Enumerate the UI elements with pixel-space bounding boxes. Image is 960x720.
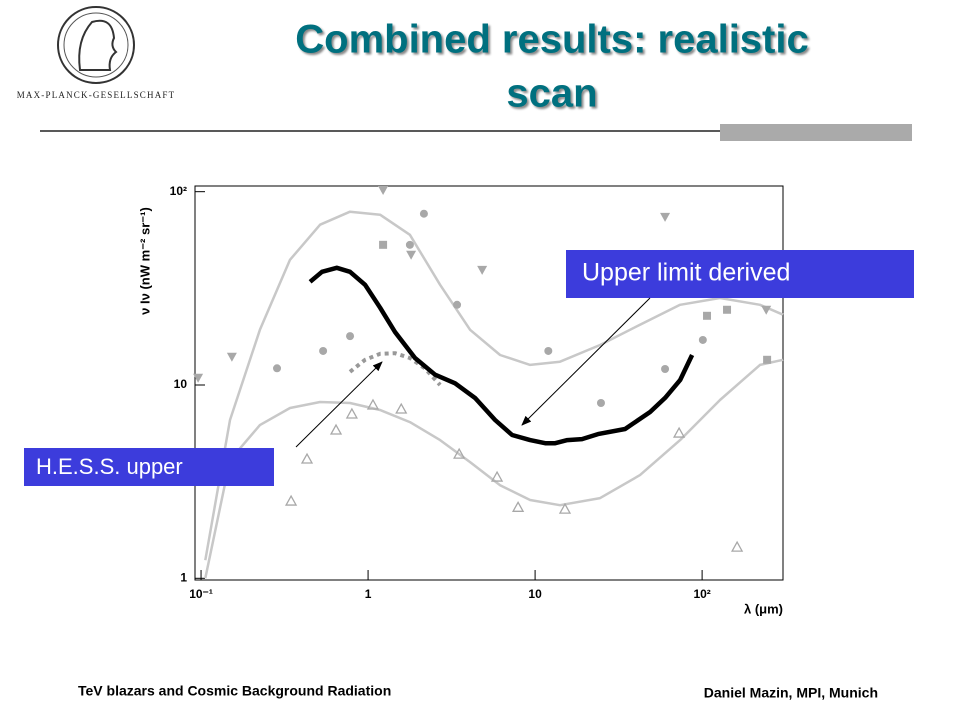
data-line — [204, 358, 784, 579]
x-tick-label: 10⁻¹ — [189, 587, 213, 601]
data-point — [453, 447, 466, 459]
data-point — [544, 346, 553, 355]
y-axis-label: ν Iν (nW m⁻² sr⁻¹) — [137, 207, 152, 315]
data-point — [723, 305, 732, 314]
data-point — [453, 300, 462, 309]
logo-text: MAX-PLANCK-GESELLSCHAFT — [17, 90, 176, 100]
data-point — [378, 186, 389, 196]
callout-text: H.E.S.S. upper — [36, 454, 183, 479]
data-point — [763, 355, 772, 364]
data-point — [511, 500, 525, 512]
data-point — [661, 364, 670, 373]
callout-text: Upper limit derived — [582, 259, 790, 287]
x-axis-label: λ (μm) — [744, 601, 783, 616]
data-line — [348, 351, 442, 387]
data-point — [345, 407, 358, 419]
data-point — [419, 209, 428, 218]
data-point — [477, 265, 488, 275]
footer-left: TeV blazars and Cosmic Background Radiat… — [78, 683, 391, 699]
data-point — [346, 332, 355, 341]
data-point — [273, 364, 282, 373]
y-tick-label: 10 — [174, 377, 188, 391]
y-tick-label: 1 — [180, 570, 187, 584]
y-tick-label: 10² — [170, 184, 187, 198]
data-point — [379, 240, 388, 249]
title-line: scan — [506, 72, 597, 116]
x-tick-label: 1 — [365, 587, 372, 601]
title: Combined results: realistic scan — [295, 18, 808, 116]
data-point — [490, 470, 504, 482]
data-point — [405, 240, 414, 249]
title-line: Combined results: realistic — [295, 18, 808, 62]
plot-frame — [194, 185, 784, 581]
data-point — [193, 373, 204, 383]
data-point — [284, 494, 298, 506]
data-point — [226, 352, 237, 362]
data-point — [319, 346, 328, 355]
x-tick-label: 10² — [693, 587, 710, 601]
logo: MAX-PLANCK-GESELLSCHAFT — [17, 6, 176, 100]
data-point — [406, 250, 417, 260]
data-line — [204, 210, 784, 561]
data-point — [558, 502, 572, 514]
callout-box — [566, 250, 914, 298]
data-point — [672, 426, 686, 438]
data-point — [761, 305, 772, 315]
footer-right: Daniel Mazin, MPI, Munich — [704, 685, 878, 701]
data-point — [300, 452, 314, 464]
data-point — [703, 311, 712, 320]
arrow — [295, 361, 383, 448]
data-point — [395, 402, 408, 414]
x-tick-label: 10 — [528, 587, 542, 601]
arrow — [521, 297, 651, 426]
data-point — [596, 398, 605, 407]
data-point — [329, 423, 343, 435]
data-point — [660, 212, 671, 222]
data-point — [698, 335, 707, 344]
data-point — [731, 540, 744, 552]
logo-inner — [63, 12, 129, 78]
data-line — [308, 265, 695, 446]
logo-ring — [57, 6, 135, 84]
callout-box — [24, 448, 274, 486]
logo-head — [78, 19, 118, 71]
rule-block — [720, 124, 912, 141]
data-point — [366, 398, 380, 410]
